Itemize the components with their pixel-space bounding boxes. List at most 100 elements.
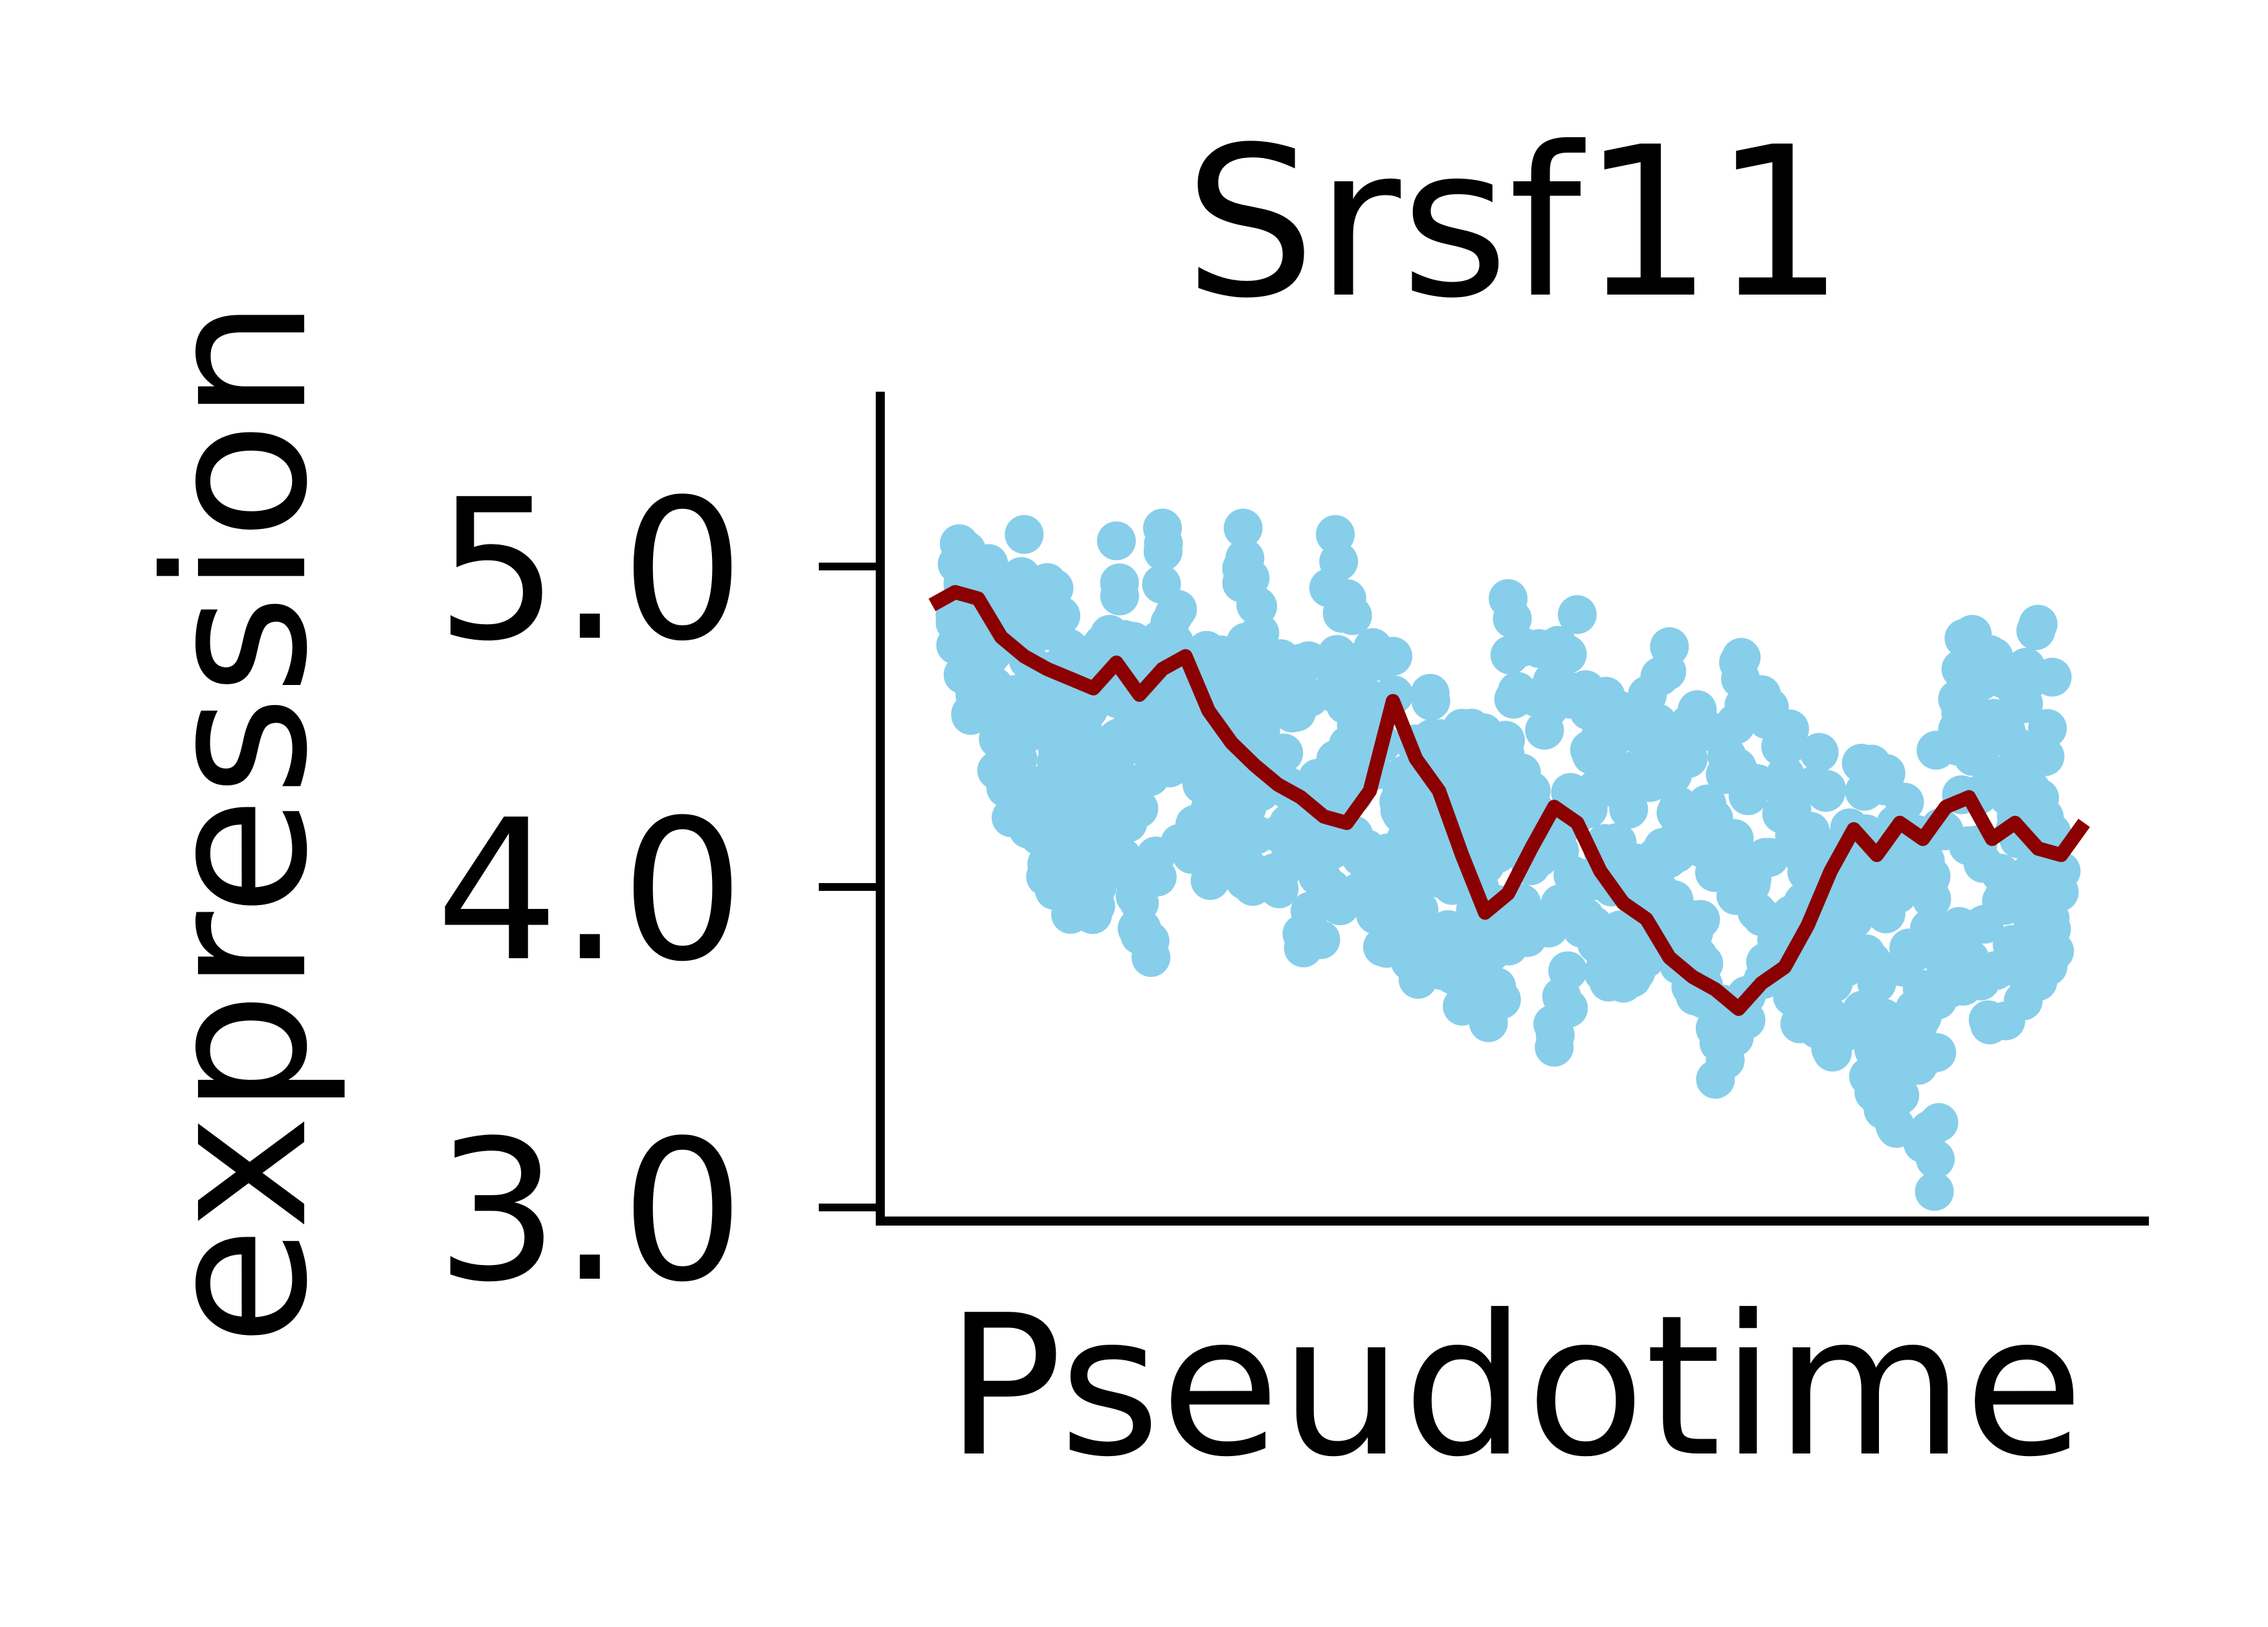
data-point bbox=[1142, 626, 1181, 666]
data-point bbox=[1742, 897, 1781, 936]
data-point bbox=[1490, 635, 1529, 675]
data-point bbox=[1731, 864, 1771, 904]
data-point bbox=[1896, 932, 1936, 971]
data-point bbox=[970, 636, 1009, 676]
data-point bbox=[1961, 961, 2000, 1001]
data-point bbox=[1108, 803, 1148, 842]
data-point bbox=[1982, 882, 2021, 921]
data-point bbox=[1096, 521, 1136, 561]
data-point bbox=[2018, 605, 2058, 644]
data-point bbox=[1569, 691, 1608, 730]
data-point bbox=[1414, 724, 1454, 764]
data-point bbox=[1373, 636, 1412, 676]
data-point bbox=[1716, 705, 1755, 745]
data-point bbox=[1786, 826, 1826, 865]
y-axis-label-group: expression bbox=[124, 298, 350, 1346]
data-point bbox=[1903, 1124, 1942, 1163]
data-point bbox=[1223, 508, 1263, 548]
data-point bbox=[2041, 851, 2081, 891]
data-point bbox=[997, 675, 1036, 714]
data-point bbox=[1854, 1030, 1893, 1070]
data-point bbox=[1548, 951, 1588, 991]
data-point bbox=[1662, 906, 1700, 945]
data-point bbox=[1678, 690, 1717, 730]
data-point bbox=[1166, 691, 1205, 730]
x-axis-label: Pseudotime bbox=[946, 1274, 2084, 1499]
data-point bbox=[1172, 835, 1211, 874]
data-point bbox=[1834, 899, 1873, 939]
data-point bbox=[1996, 726, 2035, 765]
data-point bbox=[1005, 515, 1044, 554]
data-point bbox=[1034, 825, 1073, 864]
data-point bbox=[1217, 636, 1257, 676]
data-point bbox=[1996, 659, 2035, 699]
data-point bbox=[1906, 841, 1945, 881]
trend-line bbox=[928, 585, 2090, 1016]
data-point bbox=[1131, 937, 1171, 977]
plot-area bbox=[928, 508, 2090, 1211]
data-point bbox=[1390, 941, 1430, 981]
data-point bbox=[1316, 515, 1355, 554]
data-point bbox=[1604, 963, 1643, 1003]
data-point bbox=[992, 798, 1031, 837]
data-point bbox=[1652, 755, 1692, 794]
data-point bbox=[1656, 793, 1696, 833]
data-point bbox=[1881, 1002, 1920, 1042]
data-point bbox=[1799, 733, 1839, 772]
data-point bbox=[1742, 675, 1781, 714]
data-point bbox=[1120, 883, 1159, 923]
y-tick-label: 4.0 bbox=[436, 778, 744, 1004]
data-point bbox=[1154, 595, 1194, 634]
scatter-points bbox=[935, 508, 2081, 1211]
data-point bbox=[2029, 947, 2068, 986]
data-point bbox=[1293, 835, 1332, 875]
data-point bbox=[1229, 778, 1269, 817]
data-point bbox=[1495, 679, 1535, 718]
data-point bbox=[1350, 851, 1390, 891]
data-point bbox=[1609, 789, 1649, 829]
data-point bbox=[1981, 853, 2020, 893]
data-point bbox=[1201, 755, 1240, 794]
data-point bbox=[1570, 730, 1609, 770]
data-point bbox=[1601, 910, 1640, 950]
data-point bbox=[1974, 699, 2014, 738]
data-point bbox=[947, 531, 986, 570]
data-point bbox=[1036, 855, 1075, 895]
data-point bbox=[1548, 634, 1587, 674]
data-point bbox=[1327, 579, 1366, 618]
data-point bbox=[2032, 657, 2072, 697]
y-axis-label: expression bbox=[124, 298, 350, 1346]
data-point bbox=[1454, 915, 1493, 955]
data-point bbox=[1074, 727, 1113, 767]
data-point bbox=[2003, 982, 2043, 1020]
data-point bbox=[1067, 638, 1106, 677]
data-point bbox=[1780, 1004, 1819, 1044]
data-point bbox=[1970, 1005, 2010, 1044]
data-point bbox=[1915, 1172, 1954, 1211]
data-point bbox=[1077, 868, 1117, 907]
data-point bbox=[1290, 678, 1329, 717]
data-point bbox=[1410, 673, 1450, 713]
data-point bbox=[1950, 675, 1988, 714]
data-point bbox=[1289, 641, 1328, 680]
data-point bbox=[1535, 1027, 1574, 1067]
y-tick-label: 5.0 bbox=[436, 458, 744, 684]
data-point bbox=[1765, 771, 1805, 811]
data-point bbox=[1247, 659, 1286, 699]
data-point bbox=[1521, 902, 1561, 941]
data-point bbox=[1540, 831, 1579, 871]
data-point bbox=[1926, 947, 1966, 987]
data-point bbox=[1944, 618, 1984, 658]
data-point bbox=[1878, 874, 1918, 914]
data-point bbox=[1857, 963, 1896, 1003]
data-point bbox=[1841, 743, 1881, 783]
data-point bbox=[1408, 803, 1447, 842]
data-point bbox=[1130, 757, 1170, 796]
data-point bbox=[1039, 739, 1078, 778]
data-point bbox=[1826, 1012, 1865, 1051]
data-point bbox=[1143, 508, 1182, 548]
data-point bbox=[1525, 710, 1564, 750]
data-point bbox=[1845, 772, 1884, 811]
data-point bbox=[1706, 755, 1745, 794]
